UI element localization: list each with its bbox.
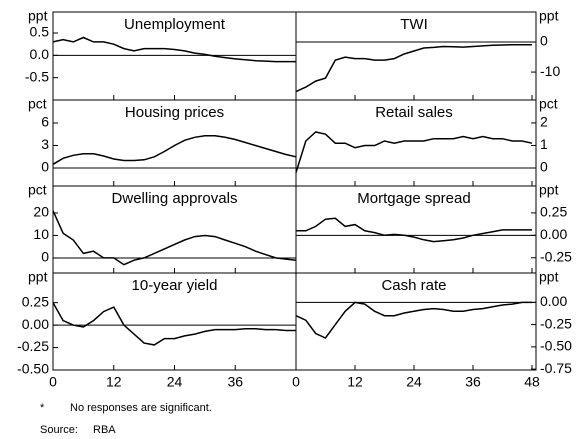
source-label: Source: (40, 424, 78, 436)
y-tick-label: 2 (540, 114, 548, 130)
y-tick-label: 0.25 (22, 293, 49, 309)
series-line (295, 301, 532, 339)
series-line (52, 36, 296, 63)
unit-label: pct (28, 182, 47, 198)
panel-title: Housing prices (125, 104, 224, 121)
unit-label: pct (28, 96, 47, 112)
x-tick-label: 48 (524, 374, 540, 390)
unit-label: ppt (539, 8, 559, 24)
unit-label: ppt (28, 269, 48, 285)
series-line (52, 302, 296, 346)
y-tick-label: 0.00 (540, 293, 567, 309)
y-tick-label: -0.75 (540, 360, 572, 376)
x-tick-label: 0 (49, 374, 57, 390)
unit-label: ppt (539, 269, 559, 285)
y-tick-label: 0 (540, 159, 548, 175)
y-tick-label: -0.25 (540, 248, 572, 264)
y-tick-label: 0.00 (22, 316, 49, 332)
y-tick-label: 0.25 (540, 204, 567, 220)
note-text: No responses are significant. (70, 402, 212, 414)
y-tick-label: 10 (33, 226, 49, 242)
series-line (295, 131, 533, 173)
y-tick-label: -10 (540, 63, 560, 79)
y-tick-label: -0.5 (25, 68, 49, 84)
unit-label: ppt (28, 8, 48, 24)
panel-title: TWI (400, 16, 428, 33)
x-tick-label: 24 (167, 374, 183, 390)
x-tick-label: 12 (347, 374, 363, 390)
x-tick-label: 36 (465, 374, 481, 390)
x-tick-label: 24 (406, 374, 422, 390)
x-tick-label: 36 (227, 374, 243, 390)
panel-title: Mortgage spread (357, 190, 470, 207)
series-line (52, 135, 297, 165)
y-tick-label: 0 (41, 159, 49, 175)
y-tick-label: -0.25 (540, 315, 572, 331)
panel-frame (295, 272, 537, 371)
panel-title: Cash rate (381, 277, 446, 294)
y-tick-label: -0.50 (17, 361, 49, 377)
y-tick-label: 20 (33, 204, 49, 220)
unit-label: pct (539, 96, 558, 112)
panel-title: 10-year yield (132, 277, 218, 294)
x-tick-label: 12 (106, 374, 122, 390)
y-tick-label: 0 (41, 249, 49, 265)
y-tick-label: -0.50 (540, 338, 572, 354)
panel-title: Unemployment (124, 16, 226, 33)
y-tick-label: 1 (540, 136, 548, 152)
y-tick-label: 3 (41, 136, 49, 152)
unit-label: ppt (539, 182, 559, 198)
x-tick-label: 0 (292, 374, 300, 390)
y-tick-label: 6 (41, 114, 49, 130)
y-tick-label: 0.5 (30, 24, 50, 40)
note-marker: * (40, 402, 45, 414)
y-tick-label: -0.25 (17, 338, 49, 354)
source: RBA (93, 424, 116, 436)
series-line (295, 43, 532, 93)
series-line (296, 217, 532, 243)
y-tick-label: 0 (540, 33, 548, 49)
panel-title: Retail sales (375, 104, 453, 121)
series-line (52, 210, 297, 266)
y-tick-label: 0.0 (30, 46, 50, 62)
panel-title: Dwelling approvals (112, 190, 238, 207)
y-tick-label: 0.00 (540, 226, 567, 242)
